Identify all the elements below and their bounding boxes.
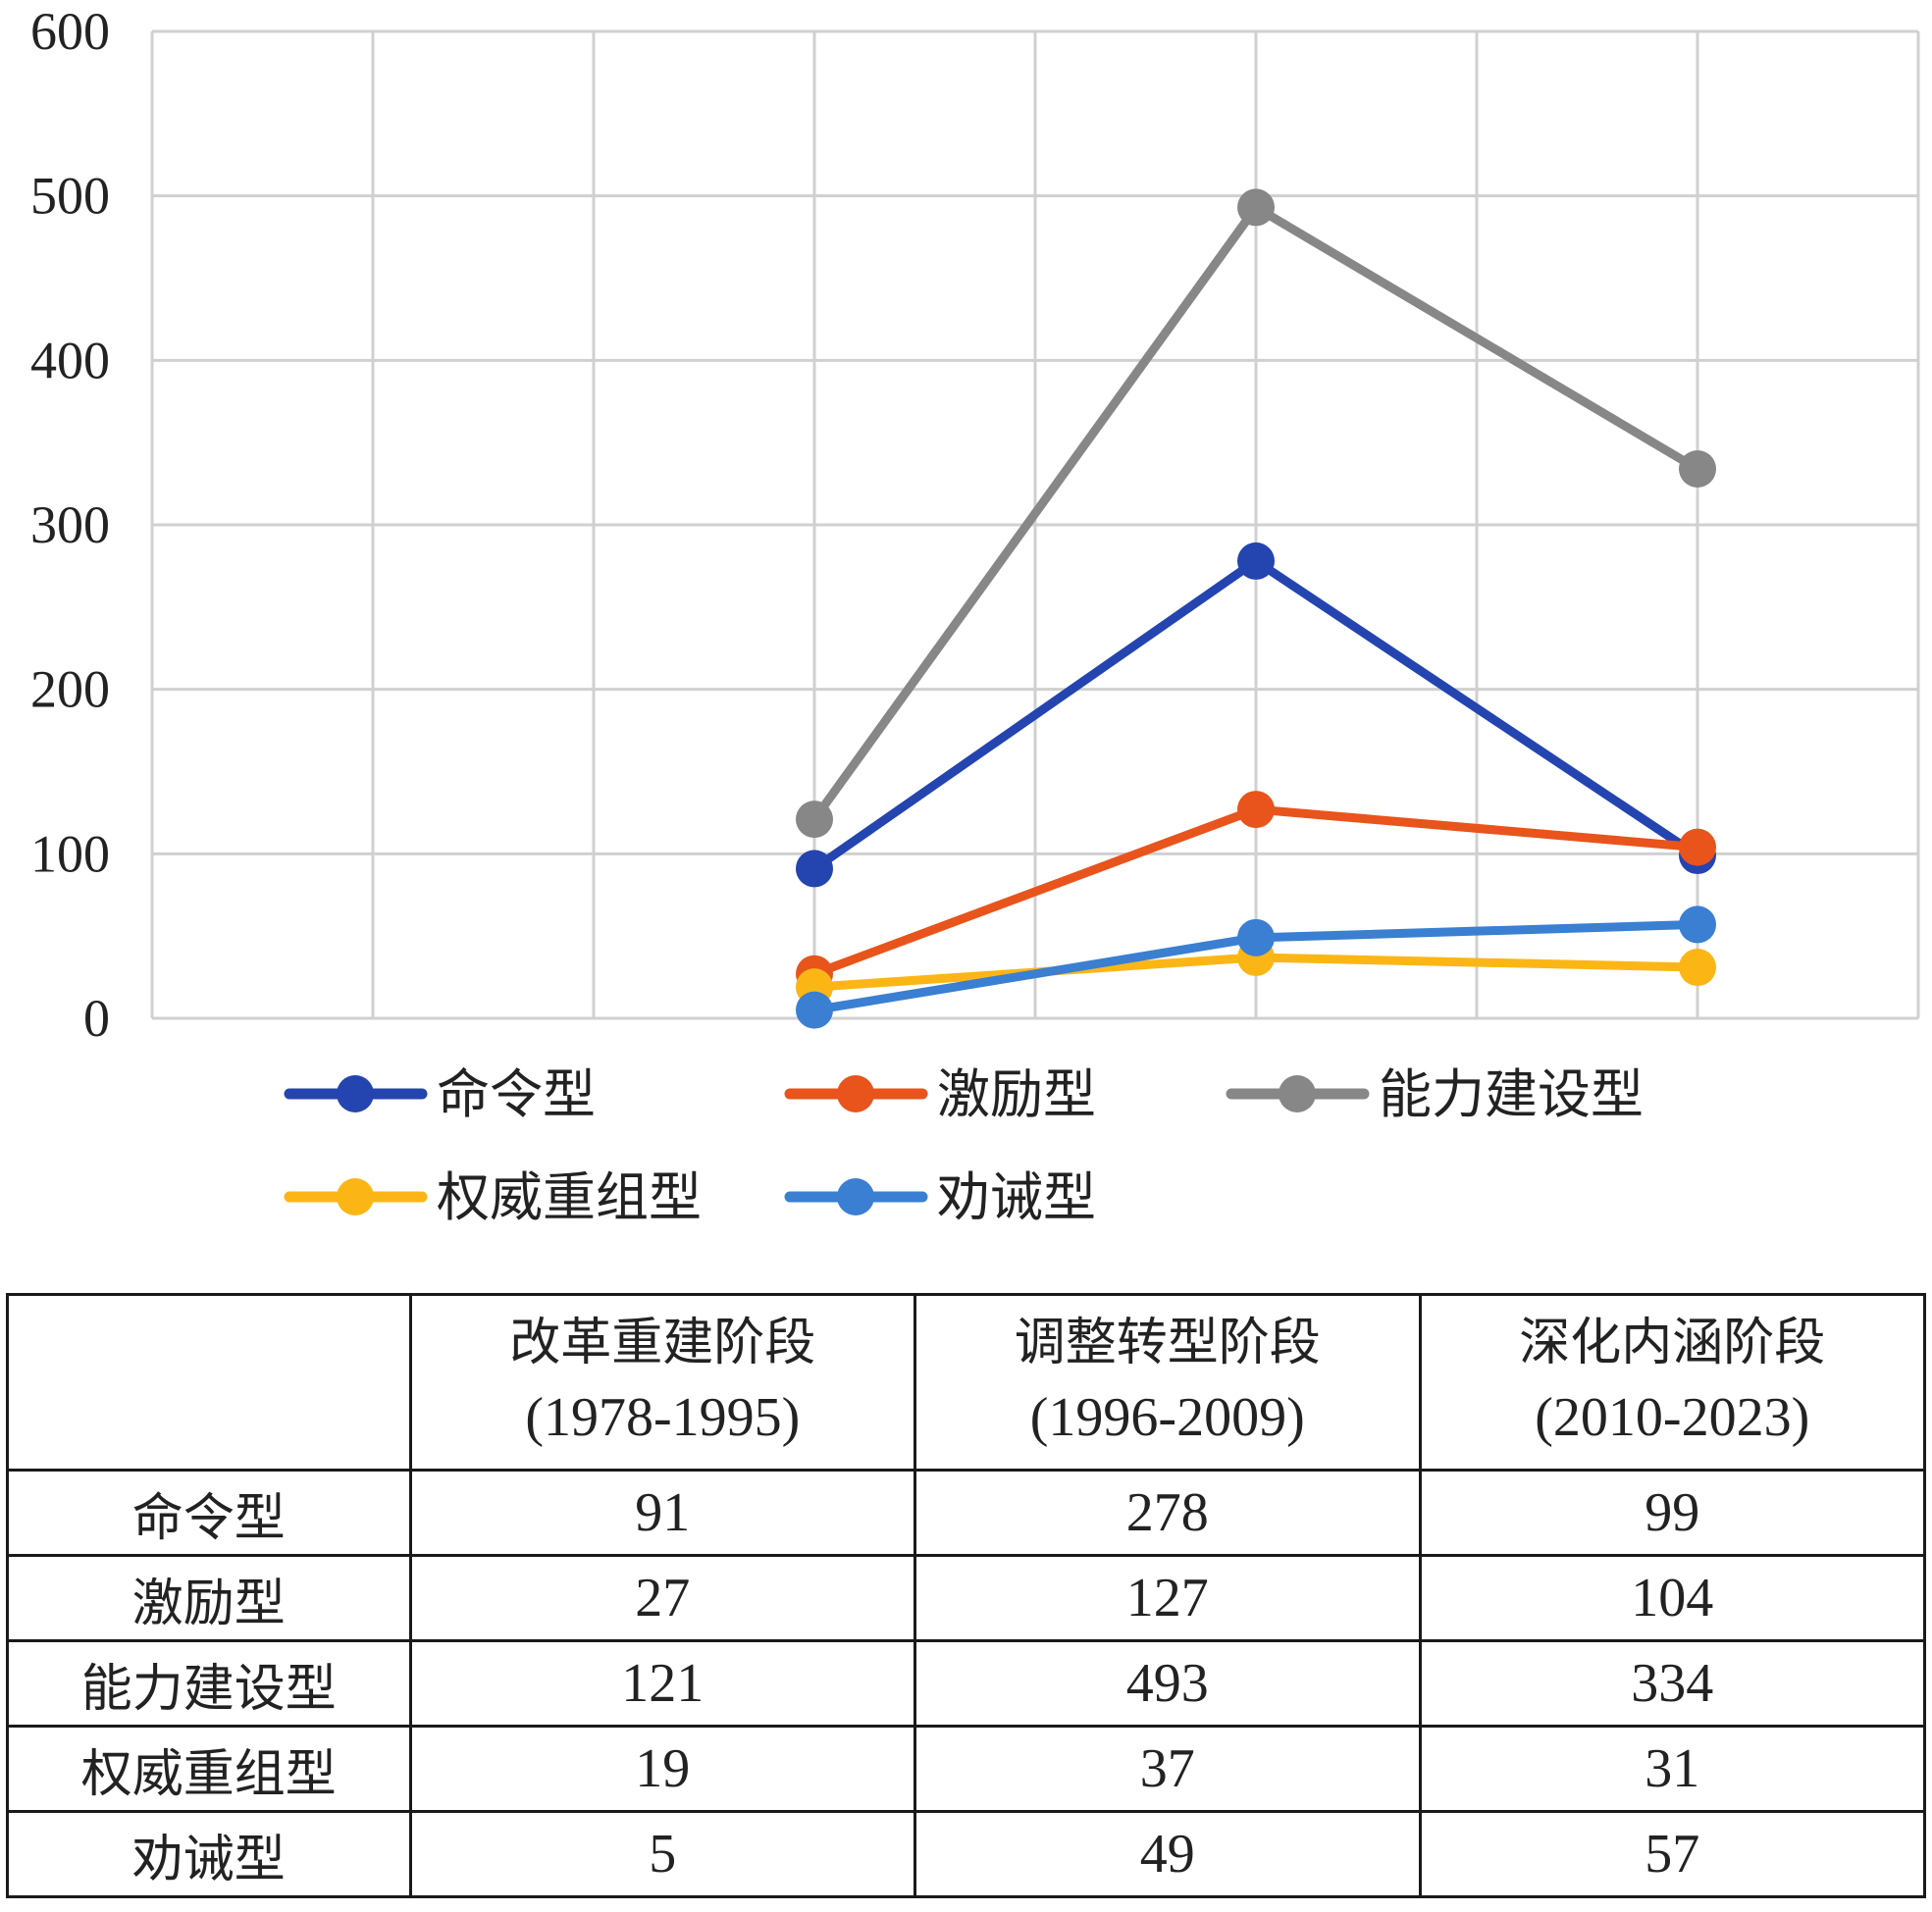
y-tick-label: 0 — [83, 989, 110, 1048]
data-table: 改革重建阶段 (1978-1995) 调整转型阶段 (1996-2009) 深化… — [6, 1293, 1926, 1898]
row-label: 能力建设型 — [6, 1639, 412, 1728]
table-cell: 99 — [1418, 1469, 1926, 1557]
table-cell: 127 — [914, 1554, 1422, 1642]
table-column-header: 调整转型阶段 (1996-2009) — [914, 1293, 1422, 1472]
table-cell: 27 — [408, 1554, 917, 1642]
row-label: 劝诫型 — [6, 1810, 412, 1898]
legend-marker — [1279, 1075, 1316, 1112]
legend-marker — [837, 1178, 874, 1215]
data-point — [1237, 188, 1275, 227]
table-corner-cell — [6, 1293, 412, 1472]
stage-years: (2010-2023) — [1535, 1387, 1810, 1449]
legend-label: 权威重组型 — [437, 1166, 702, 1228]
y-tick-label: 100 — [30, 824, 110, 883]
data-point — [1679, 828, 1716, 866]
series-layer — [796, 188, 1716, 1029]
legend-label: 命令型 — [437, 1063, 596, 1125]
table-cell: 37 — [914, 1725, 1422, 1813]
table-cell: 104 — [1418, 1554, 1926, 1642]
data-point — [1679, 449, 1716, 488]
table-cell: 49 — [914, 1810, 1422, 1898]
data-point — [1679, 905, 1716, 944]
table-row: 激励型 27 127 104 — [6, 1554, 1926, 1642]
table-row: 劝诫型 5 49 57 — [6, 1810, 1926, 1898]
y-tick-label: 300 — [30, 495, 110, 554]
legend-label: 激励型 — [937, 1063, 1096, 1125]
table-row: 权威重组型 19 37 31 — [6, 1725, 1926, 1813]
table-cell: 91 — [408, 1469, 917, 1557]
legend-marker — [337, 1178, 374, 1215]
stage-name: 深化内涵阶段 — [1519, 1314, 1826, 1373]
data-point — [1237, 918, 1275, 956]
table-row: 命令型 91 278 99 — [6, 1469, 1926, 1557]
table-column-header: 改革重建阶段 (1978-1995) — [408, 1293, 917, 1472]
legend-label: 能力建设型 — [1379, 1063, 1644, 1125]
table-cell: 5 — [408, 1810, 917, 1898]
stage-years: (1996-2009) — [1029, 1387, 1305, 1449]
row-label: 权威重组型 — [6, 1725, 412, 1813]
legend-marker — [337, 1075, 374, 1112]
table-cell: 493 — [914, 1639, 1422, 1728]
data-point — [1237, 542, 1275, 580]
data-point — [796, 850, 833, 888]
row-label: 激励型 — [6, 1554, 412, 1642]
data-point — [1679, 949, 1716, 987]
table-row: 能力建设型 121 493 334 — [6, 1639, 1926, 1728]
y-tick-label: 600 — [30, 2, 110, 61]
stage-name: 调整转型阶段 — [1014, 1314, 1321, 1373]
stage-years: (1978-1995) — [525, 1387, 801, 1449]
table-header-row: 改革重建阶段 (1978-1995) 调整转型阶段 (1996-2009) 深化… — [6, 1293, 1926, 1472]
table-cell: 31 — [1418, 1725, 1926, 1813]
y-tick-label: 400 — [30, 331, 110, 389]
data-point — [796, 801, 833, 839]
row-label: 命令型 — [6, 1469, 412, 1557]
y-tick-label: 200 — [30, 660, 110, 719]
table-cell: 19 — [408, 1725, 917, 1813]
stage-name: 改革重建阶段 — [509, 1314, 816, 1373]
table-cell: 57 — [1418, 1810, 1926, 1898]
table-cell: 278 — [914, 1469, 1422, 1557]
table-column-header: 深化内涵阶段 (2010-2023) — [1418, 1293, 1926, 1472]
y-axis-ticks: 0 100 200 300 400 500 600 — [30, 2, 110, 1048]
legend-label: 劝诫型 — [937, 1166, 1096, 1228]
data-point — [1237, 791, 1275, 829]
y-tick-label: 500 — [30, 167, 110, 226]
table-cell: 121 — [408, 1639, 917, 1728]
legend-marker — [837, 1075, 874, 1112]
table-cell: 334 — [1418, 1639, 1926, 1728]
gridlines — [150, 29, 1920, 1020]
data-point — [796, 991, 833, 1029]
